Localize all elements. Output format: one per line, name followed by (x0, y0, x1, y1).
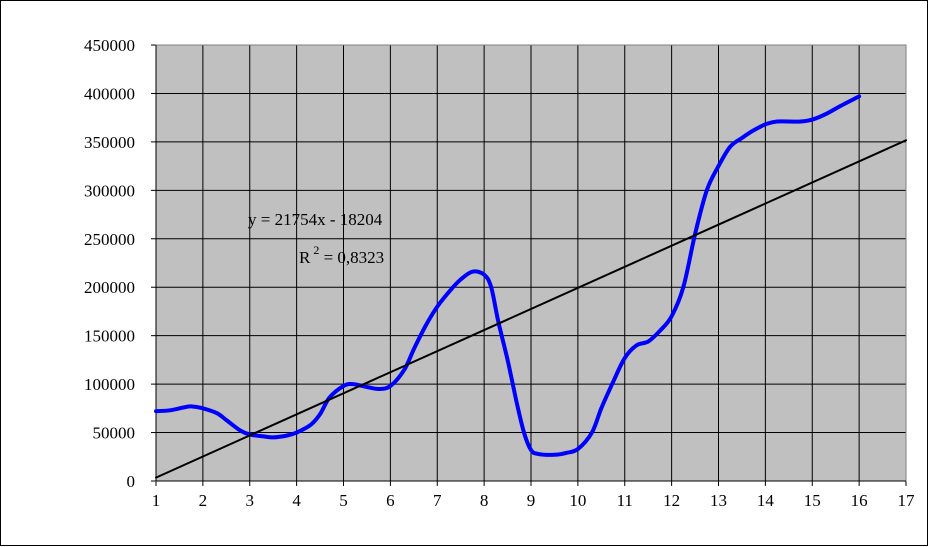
y-tick-label: 300000 (84, 181, 135, 200)
x-tick-label: 15 (804, 491, 821, 510)
y-tick-labels: 0 50000 100000 150000 200000 250000 300000 3500… (84, 36, 135, 491)
x-tick-label: 5 (339, 491, 348, 510)
x-tick-label: 12 (663, 491, 680, 510)
x-tick-label: 17 (898, 491, 916, 510)
x-tick-label: 8 (480, 491, 489, 510)
y-tick-label: 450000 (84, 36, 135, 55)
axes (151, 44, 907, 486)
r-squared-value: = 0,8323 (319, 248, 384, 267)
y-tick-label: 50000 (93, 424, 136, 443)
y-tick-label: 350000 (84, 133, 135, 152)
x-tick-label: 3 (246, 491, 255, 510)
x-tick-label: 1 (152, 491, 161, 510)
x-tick-label: 9 (527, 491, 536, 510)
x-tick-label: 11 (617, 491, 633, 510)
y-tick-label: 0 (127, 472, 136, 491)
r-squared-symbol: R (299, 248, 311, 267)
x-tick-label: 2 (199, 491, 208, 510)
y-tick-label: 200000 (84, 278, 135, 297)
trendline (155, 139, 907, 479)
x-tick-label: 4 (292, 491, 301, 510)
y-tick-label: 150000 (84, 327, 135, 346)
x-tick-label: 13 (710, 491, 727, 510)
r-squared-superscript: 2 (313, 243, 319, 257)
x-tick-label: 7 (433, 491, 442, 510)
y-tick-label: 100000 (84, 375, 135, 394)
y-tick-label: 250000 (84, 230, 135, 249)
y-tick-label: 400000 (84, 84, 135, 103)
series-group (154, 94, 907, 479)
x-tick-label: 6 (386, 491, 395, 510)
x-tick-label: 10 (569, 491, 586, 510)
x-tick-label: 16 (851, 491, 868, 510)
trendline-equation: y = 21754x - 18204 (248, 210, 383, 229)
x-tick-label: 14 (757, 491, 775, 510)
x-tick-labels: 1 2 3 4 5 6 7 8 9 10 11 12 13 14 15 16 17 (152, 491, 915, 510)
data-series-line (154, 94, 862, 457)
